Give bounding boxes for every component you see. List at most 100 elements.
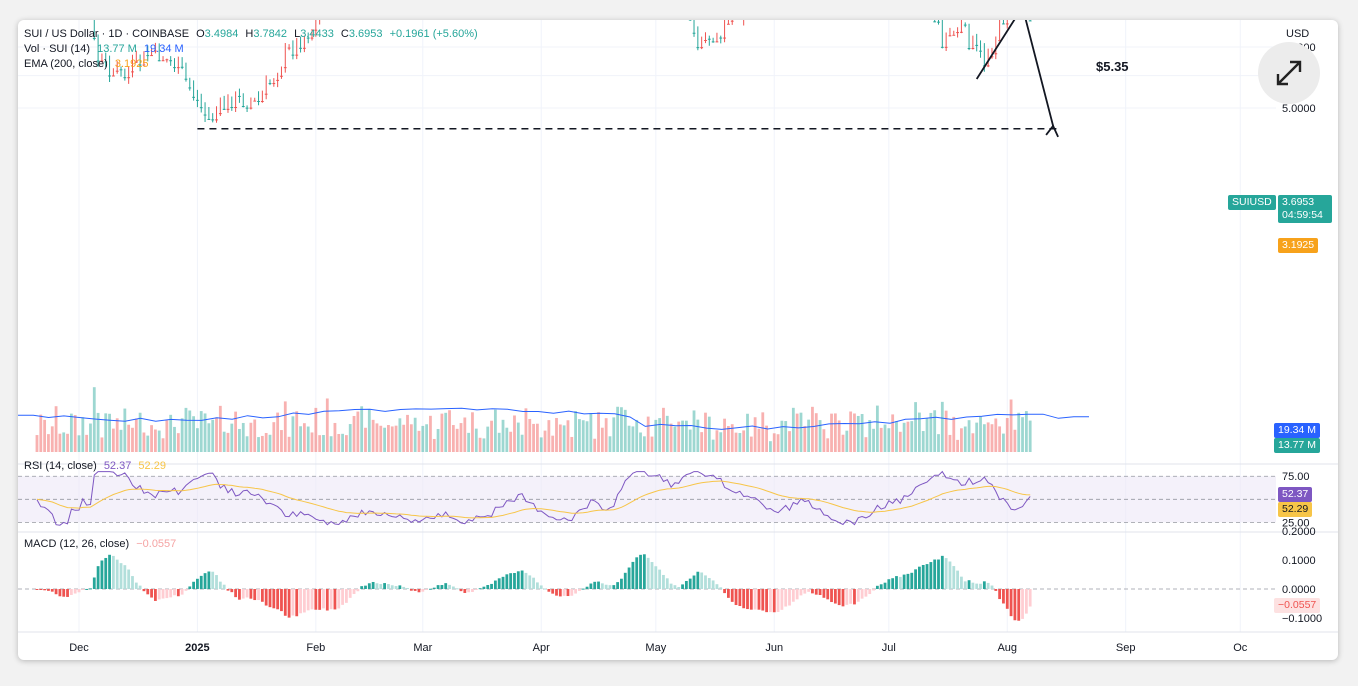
macd-histogram-bar bbox=[940, 555, 944, 589]
volume-bar bbox=[784, 421, 788, 452]
candle-body bbox=[184, 78, 188, 80]
macd-histogram-bar bbox=[54, 589, 58, 595]
macd-histogram-bar bbox=[688, 578, 692, 589]
volume-bar bbox=[471, 412, 474, 452]
macd-histogram-bar bbox=[398, 585, 402, 589]
macd-histogram-bar bbox=[898, 576, 902, 589]
candle-body bbox=[291, 54, 295, 56]
volume-bar bbox=[203, 413, 207, 452]
candle-body bbox=[176, 67, 180, 69]
macd-histogram-bar bbox=[956, 570, 959, 589]
volume-bar bbox=[360, 406, 364, 452]
macd-histogram-bar bbox=[268, 589, 272, 608]
macd-histogram-bar bbox=[547, 589, 551, 592]
volume-bar bbox=[937, 434, 940, 452]
macd-histogram-bar bbox=[753, 589, 757, 610]
volume-bar bbox=[684, 420, 688, 452]
macd-histogram-bar bbox=[918, 566, 921, 589]
macd-histogram-bar bbox=[154, 589, 157, 601]
volume-bar bbox=[413, 417, 417, 452]
volume-bar bbox=[73, 415, 77, 452]
volume-bar bbox=[933, 410, 937, 452]
candle-body bbox=[727, 23, 730, 25]
volume-bar bbox=[482, 438, 486, 452]
volume-value: 13.77 M bbox=[97, 43, 137, 55]
time-tick-label: Sep bbox=[1116, 642, 1136, 654]
candle-body bbox=[944, 46, 948, 48]
volume-bar bbox=[765, 425, 768, 452]
volume-bar bbox=[268, 434, 272, 452]
volume-bar bbox=[524, 408, 528, 452]
macd-histogram-bar bbox=[902, 574, 906, 589]
macd-histogram-bar bbox=[413, 589, 417, 591]
macd-histogram-bar bbox=[241, 589, 245, 599]
macd-histogram-bar bbox=[81, 589, 85, 590]
candle-body bbox=[108, 75, 111, 77]
candle-body bbox=[115, 70, 119, 72]
volume-bar bbox=[501, 419, 505, 452]
volume-bar bbox=[387, 425, 390, 452]
macd-histogram-bar bbox=[299, 589, 302, 614]
volume-bar bbox=[585, 421, 589, 452]
volume-bar bbox=[631, 426, 635, 452]
macd-histogram-bar bbox=[948, 561, 952, 589]
candle-body bbox=[1028, 20, 1032, 22]
volume-bar bbox=[979, 416, 982, 452]
volume-bar bbox=[43, 419, 47, 452]
macd-histogram-bar bbox=[845, 589, 849, 605]
volume-bar bbox=[639, 432, 642, 452]
volume-bar bbox=[853, 413, 856, 452]
volume-bar bbox=[333, 422, 337, 452]
high-label: H bbox=[245, 28, 254, 40]
volume-bar bbox=[348, 424, 352, 452]
macd-histogram-bar bbox=[837, 589, 841, 606]
macd-histogram-bar bbox=[627, 567, 631, 589]
rsi-line bbox=[36, 470, 1031, 526]
macd-tick-label: 0.0000 bbox=[1282, 584, 1316, 596]
candle-body bbox=[975, 44, 979, 46]
macd-histogram-bar bbox=[895, 576, 898, 589]
volume-bar bbox=[138, 412, 142, 452]
macd-histogram-bar bbox=[971, 582, 975, 589]
volume-bar bbox=[111, 428, 115, 452]
volume-bar bbox=[463, 417, 467, 452]
macd-histogram-bar bbox=[765, 589, 768, 613]
chart-canvas[interactable]: 5.00004.50004.10003.70003.30002.90002.60… bbox=[18, 20, 1338, 660]
candle-body bbox=[119, 69, 123, 71]
expand-icon bbox=[1276, 60, 1302, 86]
macd-histogram-bar bbox=[329, 589, 333, 610]
macd-histogram-bar bbox=[532, 577, 535, 589]
candle-body bbox=[154, 50, 157, 52]
candle-body bbox=[142, 64, 146, 66]
volume-bar bbox=[788, 431, 791, 452]
volume-bar bbox=[486, 426, 490, 452]
volume-bar bbox=[272, 422, 276, 452]
macd-histogram-bar bbox=[471, 589, 474, 592]
volume-bar bbox=[616, 406, 620, 452]
macd-histogram-bar bbox=[788, 589, 791, 606]
macd-histogram-bar bbox=[1009, 589, 1013, 617]
macd-histogram-bar bbox=[226, 589, 230, 591]
candle-body bbox=[150, 55, 153, 57]
volume-bar bbox=[990, 424, 994, 452]
macd-histogram-bar bbox=[230, 589, 234, 593]
macd-histogram-bar bbox=[345, 589, 348, 603]
macd-histogram-bar bbox=[348, 589, 352, 598]
macd-histogram-bar bbox=[566, 589, 570, 597]
volume-bar bbox=[474, 428, 478, 452]
volume-bar bbox=[134, 418, 138, 452]
macd-histogram-bar bbox=[654, 566, 658, 589]
price-tick-label: 5.0000 bbox=[1282, 103, 1316, 115]
symbol-title: SUI / US Dollar · 1D · COINBASE bbox=[24, 28, 190, 40]
macd-histogram-bar bbox=[642, 554, 646, 589]
last-price-tag: 3.6953 04:59:54 bbox=[1278, 195, 1332, 223]
volume-bar bbox=[394, 425, 398, 452]
macd-histogram-bar bbox=[574, 589, 577, 594]
macd-histogram-bar bbox=[47, 589, 50, 591]
macd-histogram-bar bbox=[875, 585, 879, 589]
macd-histogram-bar bbox=[558, 589, 562, 597]
volume-bar bbox=[642, 436, 646, 452]
volume-bar bbox=[96, 412, 100, 452]
expand-button[interactable] bbox=[1258, 42, 1320, 104]
candle-body bbox=[723, 37, 726, 39]
